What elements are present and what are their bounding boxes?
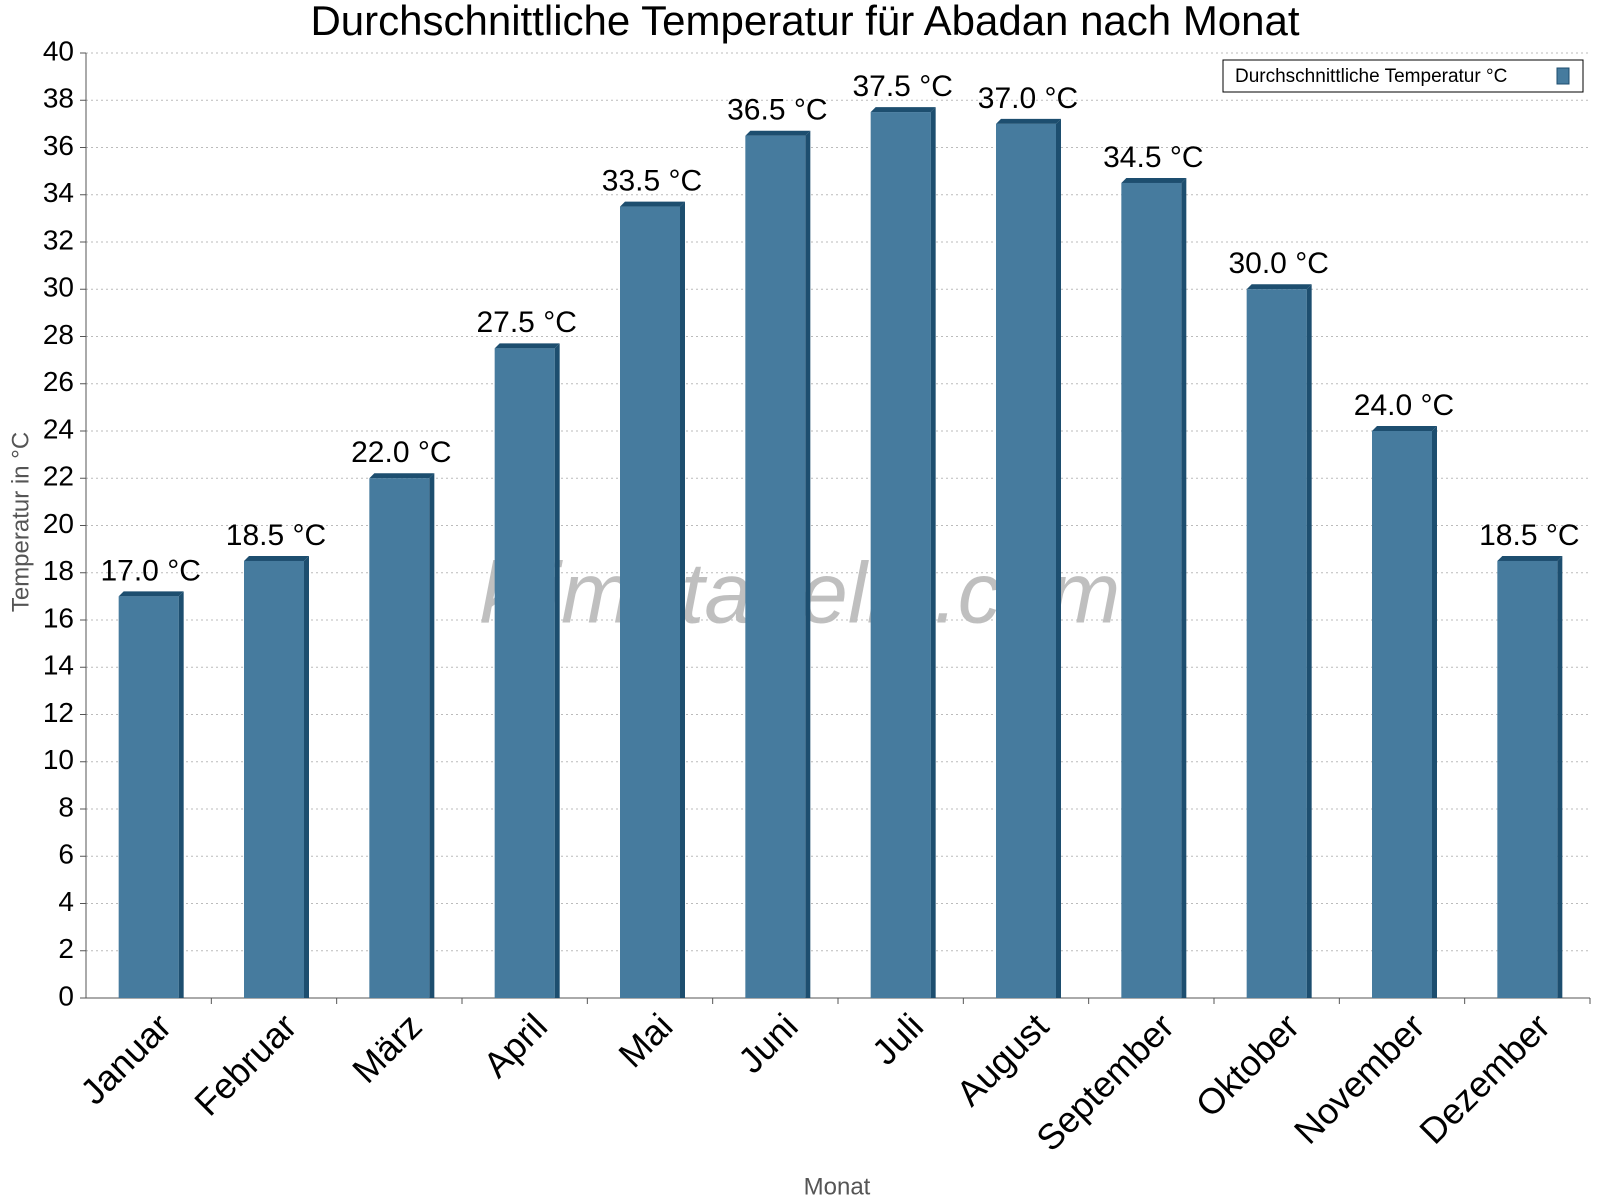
- data-label: 22.0 °C: [351, 436, 451, 469]
- y-tick-label: 16: [43, 602, 74, 633]
- x-tick-label: Februar: [186, 1005, 304, 1123]
- data-label: 18.5 °C: [226, 519, 326, 552]
- data-label: 17.0 °C: [100, 554, 200, 587]
- y-tick-label: 32: [43, 224, 74, 255]
- y-tick-label: 20: [43, 508, 74, 539]
- bar: [494, 348, 555, 998]
- bar-top: [745, 130, 811, 136]
- bar: [996, 123, 1056, 998]
- x-tick-label: April: [475, 1005, 555, 1085]
- legend-box: [1222, 59, 1584, 93]
- bar-side: [1056, 118, 1061, 998]
- bar-side: [1432, 426, 1437, 998]
- chart-title: Durchschnittliche Temperatur für Abadan …: [310, 0, 1299, 44]
- data-label: 30.0 °C: [1228, 247, 1328, 280]
- x-tick-label: Dezember: [1411, 1005, 1557, 1151]
- data-label: 33.5 °C: [602, 164, 702, 197]
- bar: [620, 206, 680, 998]
- data-label: 18.5 °C: [1479, 519, 1579, 552]
- data-label: 34.5 °C: [1103, 141, 1203, 174]
- bar: [369, 478, 430, 998]
- x-tick-label: November: [1286, 1005, 1432, 1151]
- x-tick-label: März: [344, 1005, 430, 1091]
- x-axis-label: Monat: [804, 1173, 871, 1200]
- y-tick-label: 18: [43, 555, 74, 586]
- bar-side: [1557, 555, 1563, 998]
- bar-side: [1181, 177, 1187, 998]
- bar-top: [1246, 284, 1312, 290]
- bar-top: [1372, 426, 1437, 431]
- bar-top: [244, 555, 309, 561]
- bar-side: [178, 591, 184, 998]
- legend-label: Durchschnittliche Temperatur °C: [1235, 66, 1507, 87]
- y-tick-label: 36: [43, 130, 74, 161]
- bar: [1121, 182, 1182, 998]
- bar-top: [494, 343, 560, 349]
- bar-top: [1121, 177, 1187, 183]
- x-tick-label: August: [948, 1005, 1056, 1113]
- y-tick-label: 2: [58, 933, 74, 964]
- data-label: 27.5 °C: [476, 306, 576, 339]
- bar-side: [805, 130, 811, 998]
- y-tick-label: 28: [43, 319, 74, 350]
- x-tick-label: Juni: [730, 1005, 806, 1081]
- bar: [1246, 289, 1307, 998]
- bar: [1372, 431, 1432, 998]
- y-tick-label: 0: [58, 980, 74, 1011]
- bar-side: [304, 555, 309, 998]
- y-tick-label: 8: [58, 791, 74, 822]
- x-tick-label: Oktober: [1188, 1005, 1308, 1125]
- bar-side: [554, 343, 560, 998]
- data-label: 37.5 °C: [852, 70, 952, 103]
- bar-top: [369, 473, 435, 479]
- bar-side: [680, 201, 685, 998]
- y-tick-label: 30: [43, 272, 74, 303]
- bar: [244, 560, 304, 998]
- bar: [870, 112, 931, 998]
- bar: [745, 135, 806, 998]
- y-axis-label: Temperatur in °C: [7, 432, 34, 612]
- data-label: 24.0 °C: [1354, 389, 1454, 422]
- x-tick-label: September: [1028, 1005, 1182, 1159]
- y-tick-label: 40: [43, 35, 74, 66]
- bar-top: [118, 591, 184, 597]
- y-tick-label: 34: [43, 177, 74, 208]
- y-tick-label: 26: [43, 366, 74, 397]
- bar-side: [1306, 284, 1312, 998]
- legend-swatch: [1556, 67, 1570, 85]
- bar-top: [1497, 555, 1563, 561]
- y-tick-label: 14: [43, 650, 74, 681]
- bar: [1497, 560, 1558, 998]
- y-tick-label: 12: [43, 697, 74, 728]
- y-tick-label: 22: [43, 461, 74, 492]
- y-tick-label: 24: [43, 413, 74, 444]
- x-tick-label: Juli: [864, 1005, 931, 1072]
- bar-top: [620, 201, 685, 207]
- bar-side: [930, 107, 936, 998]
- data-label: 36.5 °C: [727, 94, 827, 127]
- y-tick-label: 10: [43, 744, 74, 775]
- y-tick-label: 38: [43, 83, 74, 114]
- y-tick-label: 6: [58, 839, 74, 870]
- bar-side: [429, 473, 435, 998]
- bar-top: [996, 118, 1061, 124]
- x-tick-label: Mai: [610, 1005, 680, 1075]
- bar-top: [870, 107, 936, 113]
- x-tick-label: Januar: [72, 1005, 179, 1112]
- bar: [118, 596, 179, 998]
- y-tick-label: 4: [58, 886, 74, 917]
- data-label: 37.0 °C: [978, 82, 1078, 115]
